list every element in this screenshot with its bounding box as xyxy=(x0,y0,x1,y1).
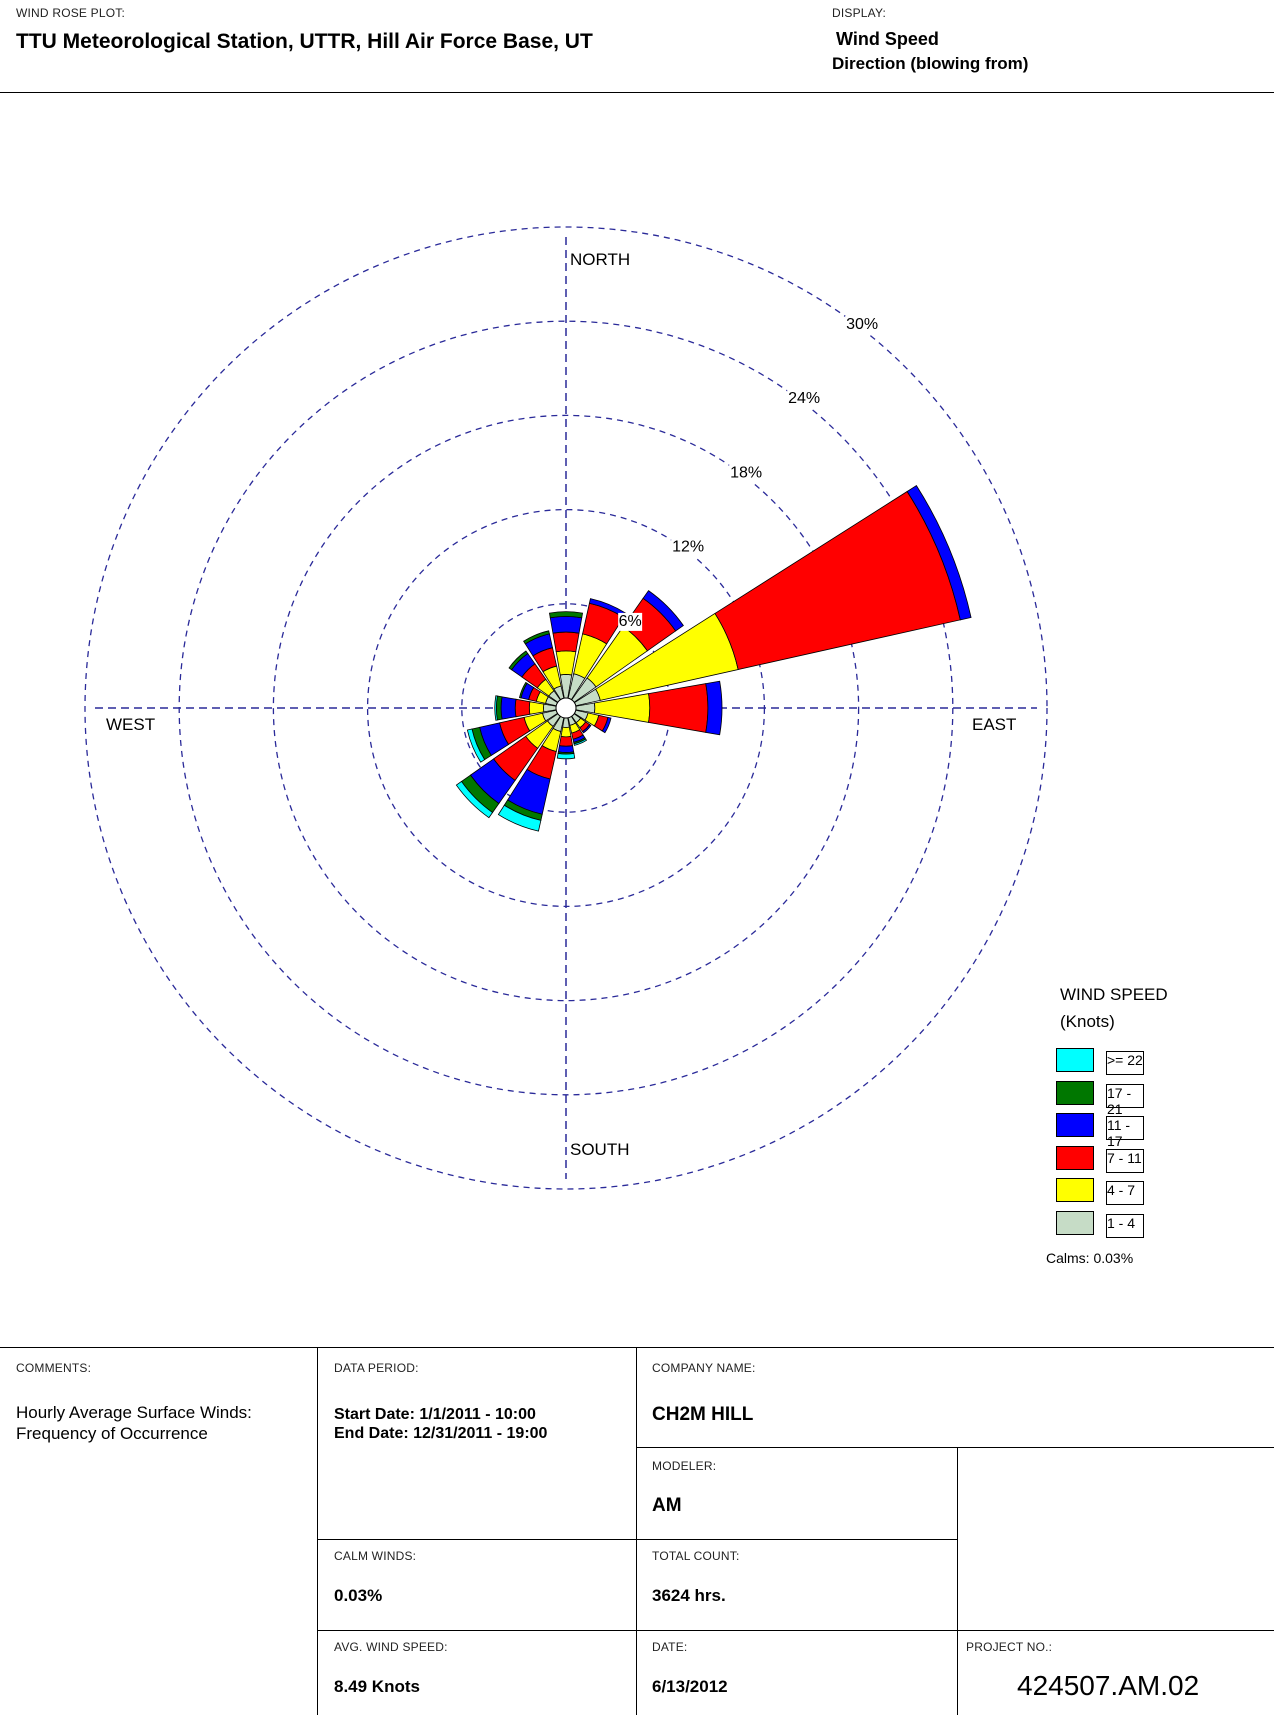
footer-col-divider-1 xyxy=(317,1347,318,1715)
total-count-value: 3624 hrs. xyxy=(652,1586,726,1605)
label-west: WEST xyxy=(106,715,155,734)
legend-swatch xyxy=(1056,1048,1094,1072)
company-label: COMPANY NAME: xyxy=(652,1361,756,1375)
legend-title: WIND SPEED xyxy=(1060,985,1168,1004)
petal-ne-3 xyxy=(642,590,684,632)
petal-n-1 xyxy=(555,650,577,676)
avg-speed-label: AVG. WIND SPEED: xyxy=(334,1640,448,1654)
ring-label-24%: 24% xyxy=(788,390,820,407)
plot-title: TTU Meteorological Station, UTTR, Hill A… xyxy=(16,30,593,53)
wind-rose-chart: 6% 12% 18% 24% 30% NORTH SOUTH EAST WEST xyxy=(84,226,1048,1190)
comments-label: COMMENTS: xyxy=(16,1361,92,1375)
petal-s-2 xyxy=(558,735,574,747)
project-label: PROJECT NO.: xyxy=(966,1640,1053,1654)
legend-label: >= 22 xyxy=(1106,1051,1144,1075)
comments-line-1: Hourly Average Surface Winds: xyxy=(16,1403,252,1422)
modeler-label: MODELER: xyxy=(652,1459,717,1473)
ring-label-bg xyxy=(618,612,643,631)
legend-label: 4 - 7 xyxy=(1106,1181,1144,1205)
avg-speed-value: 8.49 Knots xyxy=(334,1677,420,1696)
ring-label-18%: 18% xyxy=(730,464,762,481)
footer-col-divider-3 xyxy=(957,1447,958,1715)
petal-w-3 xyxy=(500,696,517,720)
modeler-value: AM xyxy=(652,1495,682,1516)
petal-s-5 xyxy=(556,752,576,760)
display-label: DISPLAY: xyxy=(832,6,887,20)
petal-wnw-4 xyxy=(518,681,528,699)
header-divider xyxy=(0,92,1274,93)
comments-line-2: Frequency of Occurrence xyxy=(16,1424,208,1443)
legend-label: 17 - 21 xyxy=(1106,1083,1144,1117)
legend-swatch xyxy=(1056,1080,1094,1105)
legend-units: (Knots) xyxy=(1060,1012,1115,1031)
petal-ese-3 xyxy=(601,716,612,734)
legend-label: 1 - 4 xyxy=(1106,1213,1144,1238)
date-label: DATE: xyxy=(652,1640,688,1654)
project-value: 424507.AM.02 xyxy=(1017,1670,1200,1701)
ring-label-bg xyxy=(729,464,764,483)
petal-ene-3 xyxy=(906,485,972,621)
plot-label: WIND ROSE PLOT: xyxy=(16,6,126,20)
petal-w-5 xyxy=(494,695,498,721)
ring-label-bg xyxy=(671,538,706,557)
company-value: CH2M HILL xyxy=(652,1404,754,1425)
footer-rule-modeler xyxy=(317,1539,957,1540)
ring-label-6%: 6% xyxy=(619,613,642,630)
petal-nw-4 xyxy=(508,650,529,671)
footer-top-rule xyxy=(0,1347,1274,1348)
petal-sse-5 xyxy=(573,738,588,746)
legend-swatch xyxy=(1056,1113,1094,1137)
total-count-label: TOTAL COUNT: xyxy=(652,1549,740,1563)
ring-label-bg xyxy=(787,390,822,409)
date-value: 6/13/2012 xyxy=(652,1677,728,1696)
calm-circle xyxy=(555,697,577,719)
petal-e-2 xyxy=(648,683,709,733)
rose-petals xyxy=(455,485,972,832)
label-east: EAST xyxy=(972,715,1016,734)
petal-n-2 xyxy=(552,631,580,653)
footer-rule-total xyxy=(317,1630,1274,1631)
ring-18% xyxy=(272,414,860,1002)
ring-label-bg xyxy=(845,315,880,334)
end-date: End Date: 12/31/2011 - 19:00 xyxy=(334,1425,548,1442)
petal-sw-5 xyxy=(455,780,494,819)
petal-wsw-5 xyxy=(466,728,486,763)
petal-n-4 xyxy=(548,611,584,619)
petal-s-1 xyxy=(560,726,572,738)
data-period-label: DATA PERIOD: xyxy=(334,1361,419,1375)
petal-w-2 xyxy=(514,698,531,718)
petal-s-3 xyxy=(557,745,575,753)
petal-nnw-4 xyxy=(523,630,550,645)
ring-label-12%: 12% xyxy=(672,539,704,556)
display-value-direction: Direction (blowing from) xyxy=(832,54,1029,73)
petal-ssw-5 xyxy=(497,804,542,832)
legend-label: 11 - 17 xyxy=(1106,1116,1144,1149)
start-date: Start Date: 1/1/2011 - 10:00 xyxy=(334,1406,536,1423)
footer-rule-company xyxy=(636,1447,1274,1448)
display-value-speed: Wind Speed xyxy=(836,29,939,49)
footer-col-divider-2 xyxy=(636,1347,637,1715)
petal-w-1 xyxy=(528,701,545,715)
ring-30% xyxy=(84,226,1048,1190)
petal-e-3 xyxy=(705,680,723,736)
legend-label: 7 - 11 xyxy=(1106,1148,1144,1173)
legend-swatch xyxy=(1056,1210,1094,1235)
calm-winds-label: CALM WINDS: xyxy=(334,1549,417,1563)
calms-text: Calms: 0.03% xyxy=(1046,1250,1134,1266)
calm-winds-value: 0.03% xyxy=(334,1586,383,1605)
legend-swatch xyxy=(1056,1178,1094,1202)
label-north: NORTH xyxy=(570,250,630,269)
legend-swatch xyxy=(1056,1145,1094,1170)
petal-se-3 xyxy=(582,724,592,734)
petal-n-3 xyxy=(549,615,583,634)
ring-label-30%: 30% xyxy=(846,316,878,333)
rose-ring-labels: 6% 12% 18% 24% 30% xyxy=(618,315,880,631)
label-south: SOUTH xyxy=(570,1140,630,1159)
